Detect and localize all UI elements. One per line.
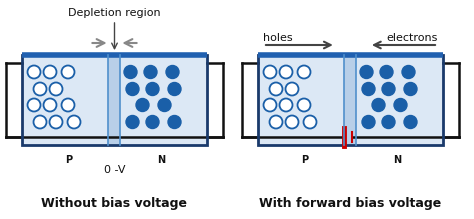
Circle shape xyxy=(298,99,310,111)
Bar xyxy=(258,55,443,145)
Circle shape xyxy=(280,99,292,111)
Text: Without bias voltage: Without bias voltage xyxy=(42,197,188,210)
Circle shape xyxy=(67,115,81,129)
Circle shape xyxy=(146,83,159,95)
Circle shape xyxy=(166,65,179,78)
Circle shape xyxy=(404,115,417,129)
Text: electrons: electrons xyxy=(387,33,438,43)
Circle shape xyxy=(44,99,56,111)
Bar xyxy=(258,55,443,145)
Circle shape xyxy=(404,83,417,95)
Circle shape xyxy=(362,83,375,95)
Text: holes: holes xyxy=(263,33,292,43)
Circle shape xyxy=(49,115,63,129)
Circle shape xyxy=(27,65,40,78)
Text: N: N xyxy=(157,155,165,165)
Circle shape xyxy=(124,65,137,78)
Circle shape xyxy=(382,115,395,129)
Circle shape xyxy=(158,99,171,111)
Circle shape xyxy=(34,115,46,129)
Circle shape xyxy=(168,83,181,95)
Text: P: P xyxy=(64,155,72,165)
Bar xyxy=(22,55,207,145)
Circle shape xyxy=(34,83,46,95)
Circle shape xyxy=(264,65,276,78)
Circle shape xyxy=(62,99,74,111)
Circle shape xyxy=(380,65,393,78)
Circle shape xyxy=(44,65,56,78)
Circle shape xyxy=(360,65,373,78)
Circle shape xyxy=(394,99,407,111)
Text: 0 -V: 0 -V xyxy=(104,165,125,175)
Circle shape xyxy=(382,83,395,95)
Circle shape xyxy=(362,115,375,129)
Bar xyxy=(345,55,356,145)
Circle shape xyxy=(402,65,415,78)
Text: N: N xyxy=(392,155,401,165)
Circle shape xyxy=(144,65,157,78)
Circle shape xyxy=(285,83,299,95)
Circle shape xyxy=(146,115,159,129)
Circle shape xyxy=(285,115,299,129)
Circle shape xyxy=(126,115,139,129)
Circle shape xyxy=(168,115,181,129)
Circle shape xyxy=(270,83,283,95)
Circle shape xyxy=(49,83,63,95)
Circle shape xyxy=(27,99,40,111)
Circle shape xyxy=(270,115,283,129)
Circle shape xyxy=(372,99,385,111)
Circle shape xyxy=(280,65,292,78)
Text: With forward bias voltage: With forward bias voltage xyxy=(259,197,442,210)
Text: P: P xyxy=(301,155,308,165)
Text: Depletion region: Depletion region xyxy=(68,8,161,18)
Circle shape xyxy=(303,115,317,129)
Circle shape xyxy=(298,65,310,78)
Circle shape xyxy=(136,99,149,111)
Circle shape xyxy=(264,99,276,111)
Bar xyxy=(109,55,120,145)
Circle shape xyxy=(126,83,139,95)
Bar xyxy=(22,55,207,145)
Circle shape xyxy=(62,65,74,78)
